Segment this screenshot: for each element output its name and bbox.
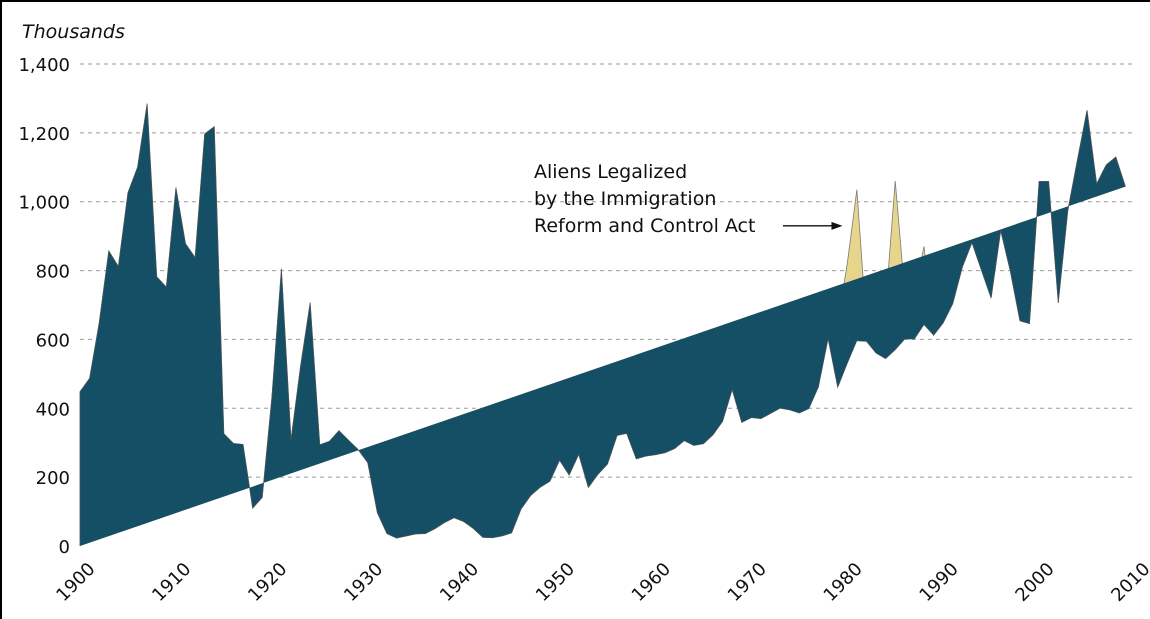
annotation-line-1: Aliens Legalized: [534, 161, 687, 183]
annotation: Aliens Legalized by the Immigration Refo…: [534, 161, 843, 237]
x-tick-label: 1900: [52, 559, 99, 606]
y-tick-label: 200: [36, 468, 70, 489]
y-tick-label: 600: [36, 330, 70, 351]
annotation-line-2: by the Immigration: [534, 188, 716, 210]
series-base-area: [79, 103, 1126, 546]
unit-label: Thousands: [22, 21, 125, 43]
x-tick-label: 2000: [1011, 559, 1058, 606]
annotation-arrow: [783, 221, 843, 230]
x-tick-label: 1970: [724, 559, 771, 606]
y-tick-label: 800: [36, 262, 70, 283]
x-tick-label: 1920: [244, 559, 291, 606]
x-tick-label: 1940: [436, 559, 483, 606]
y-tick-label: 1,400: [18, 55, 70, 76]
x-tick-label: 1960: [628, 559, 675, 606]
y-tick-label: 1,000: [18, 193, 70, 214]
x-tick-label: 1910: [148, 559, 195, 606]
annotation-line-3: Reform and Control Act: [534, 215, 755, 237]
annotation-arrow-head: [831, 221, 843, 230]
y-axis-ticks: 0 200 400 600 800 1,000 1,200 1,400: [18, 55, 70, 558]
x-tick-label: 1950: [532, 559, 579, 606]
y-tick-label: 1,200: [18, 124, 70, 145]
y-tick-label: 400: [36, 399, 70, 420]
x-tick-label: 2010: [1107, 559, 1150, 606]
x-axis-ticks: 1900 1910 1920 1930 1940 1950 1960 1970 1980 1990…: [52, 559, 1150, 606]
x-tick-label: 1930: [340, 559, 387, 606]
x-tick-label: 1990: [915, 559, 962, 606]
y-tick-label: 0: [59, 537, 70, 558]
x-tick-label: 1980: [820, 559, 867, 606]
area-series: [79, 103, 1126, 546]
